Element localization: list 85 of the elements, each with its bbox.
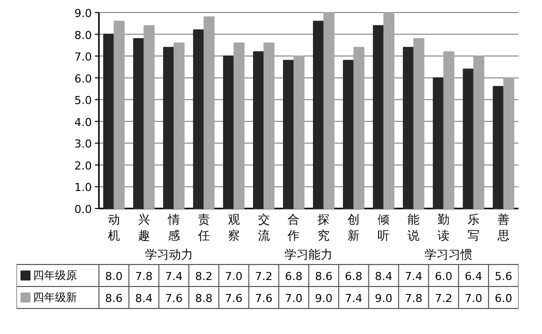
bar bbox=[133, 38, 144, 209]
x-tick-label: 兴趣 bbox=[138, 212, 150, 243]
bar bbox=[372, 25, 384, 209]
text: 学习习惯 bbox=[424, 248, 473, 262]
y-tick-label: 9.0 bbox=[74, 7, 92, 20]
y-tick-label: 5.0 bbox=[74, 94, 92, 108]
x-tick-label: 情感 bbox=[166, 212, 180, 243]
x-tick-label: 善思 bbox=[496, 212, 510, 243]
bar bbox=[443, 51, 454, 209]
y-tick-label: 6.0 bbox=[74, 72, 92, 86]
bar bbox=[174, 42, 185, 209]
bar bbox=[264, 42, 274, 209]
data-label: 6.0 bbox=[494, 292, 512, 305]
bar bbox=[293, 56, 304, 209]
bar bbox=[312, 20, 324, 209]
x-tick-label: 倾听 bbox=[378, 212, 390, 243]
text: 学习能力 bbox=[284, 248, 333, 262]
legend-label: 四年级原 bbox=[32, 269, 77, 282]
y-tick-label: 8.0 bbox=[74, 28, 92, 42]
x-tick-label: 乐写 bbox=[468, 212, 480, 243]
y-tick-label: 3.0 bbox=[74, 138, 92, 151]
bar bbox=[193, 29, 204, 209]
data-label: 7.2 bbox=[434, 292, 452, 305]
data-label: 7.0 bbox=[225, 270, 243, 283]
y-tick-label: 7.0 bbox=[74, 50, 92, 64]
bar bbox=[402, 46, 414, 209]
data-label: 6.8 bbox=[344, 270, 362, 283]
bar bbox=[103, 34, 114, 209]
data-label: 7.4 bbox=[404, 270, 422, 283]
x-tick-label: 能说 bbox=[408, 212, 420, 243]
data-label: 8.2 bbox=[195, 270, 213, 283]
legend-label: 四年级新 bbox=[32, 291, 77, 304]
bar bbox=[503, 77, 514, 209]
data-label: 7.6 bbox=[255, 292, 273, 305]
x-tick-label: 观察 bbox=[228, 212, 240, 243]
x-tick-label: 动机 bbox=[108, 212, 120, 243]
x-tick-label: 创新 bbox=[348, 212, 360, 243]
data-label: 8.0 bbox=[105, 270, 123, 283]
x-tick-label: 合作 bbox=[286, 212, 300, 243]
data-label: 6.4 bbox=[464, 270, 482, 283]
data-label: 8.4 bbox=[135, 292, 153, 305]
data-label: 5.6 bbox=[494, 270, 512, 283]
bar bbox=[323, 12, 334, 209]
bar bbox=[223, 56, 234, 209]
data-label: 7.6 bbox=[225, 292, 243, 305]
bar bbox=[383, 12, 394, 209]
bar bbox=[114, 20, 125, 209]
data-label: 6.8 bbox=[284, 270, 302, 283]
x-tick-label: 责任 bbox=[196, 212, 210, 243]
data-label: 9.0 bbox=[314, 292, 332, 305]
data-label: 7.4 bbox=[344, 292, 362, 305]
x-tick-label: 探究 bbox=[318, 212, 330, 243]
bar bbox=[432, 77, 444, 209]
y-tick-label: 4.0 bbox=[74, 116, 92, 129]
y-tick-label: 0.0 bbox=[74, 203, 92, 216]
bar bbox=[462, 68, 474, 209]
bar bbox=[163, 46, 174, 209]
bar bbox=[253, 51, 264, 209]
y-tick-label: 1.0 bbox=[74, 181, 92, 194]
bar bbox=[342, 60, 354, 209]
bar bbox=[234, 42, 245, 209]
data-label: 7.0 bbox=[284, 292, 302, 305]
bar bbox=[144, 25, 155, 209]
data-label: 7.4 bbox=[165, 270, 183, 283]
data-label: 7.8 bbox=[135, 270, 153, 283]
data-label: 7.2 bbox=[255, 270, 273, 283]
data-label: 7.8 bbox=[404, 292, 422, 305]
x-tick-label: 交流 bbox=[258, 212, 270, 243]
y-tick-label: 2.0 bbox=[74, 159, 92, 172]
bar bbox=[473, 56, 484, 209]
data-label: 8.6 bbox=[105, 292, 123, 305]
bar bbox=[353, 46, 364, 209]
data-label: 6.0 bbox=[434, 270, 452, 283]
bar bbox=[282, 60, 294, 209]
data-label: 8.8 bbox=[195, 292, 213, 305]
data-label: 7.0 bbox=[464, 292, 482, 305]
bar bbox=[413, 38, 424, 209]
bar bbox=[204, 16, 215, 209]
x-tick-label: 勤读 bbox=[438, 212, 450, 243]
data-label: 7.6 bbox=[165, 292, 183, 305]
data-label: 8.4 bbox=[374, 270, 392, 283]
data-label: 9.0 bbox=[374, 292, 392, 305]
bar bbox=[492, 86, 504, 209]
data-label: 8.6 bbox=[314, 270, 332, 283]
text: 学习动力 bbox=[144, 248, 193, 262]
